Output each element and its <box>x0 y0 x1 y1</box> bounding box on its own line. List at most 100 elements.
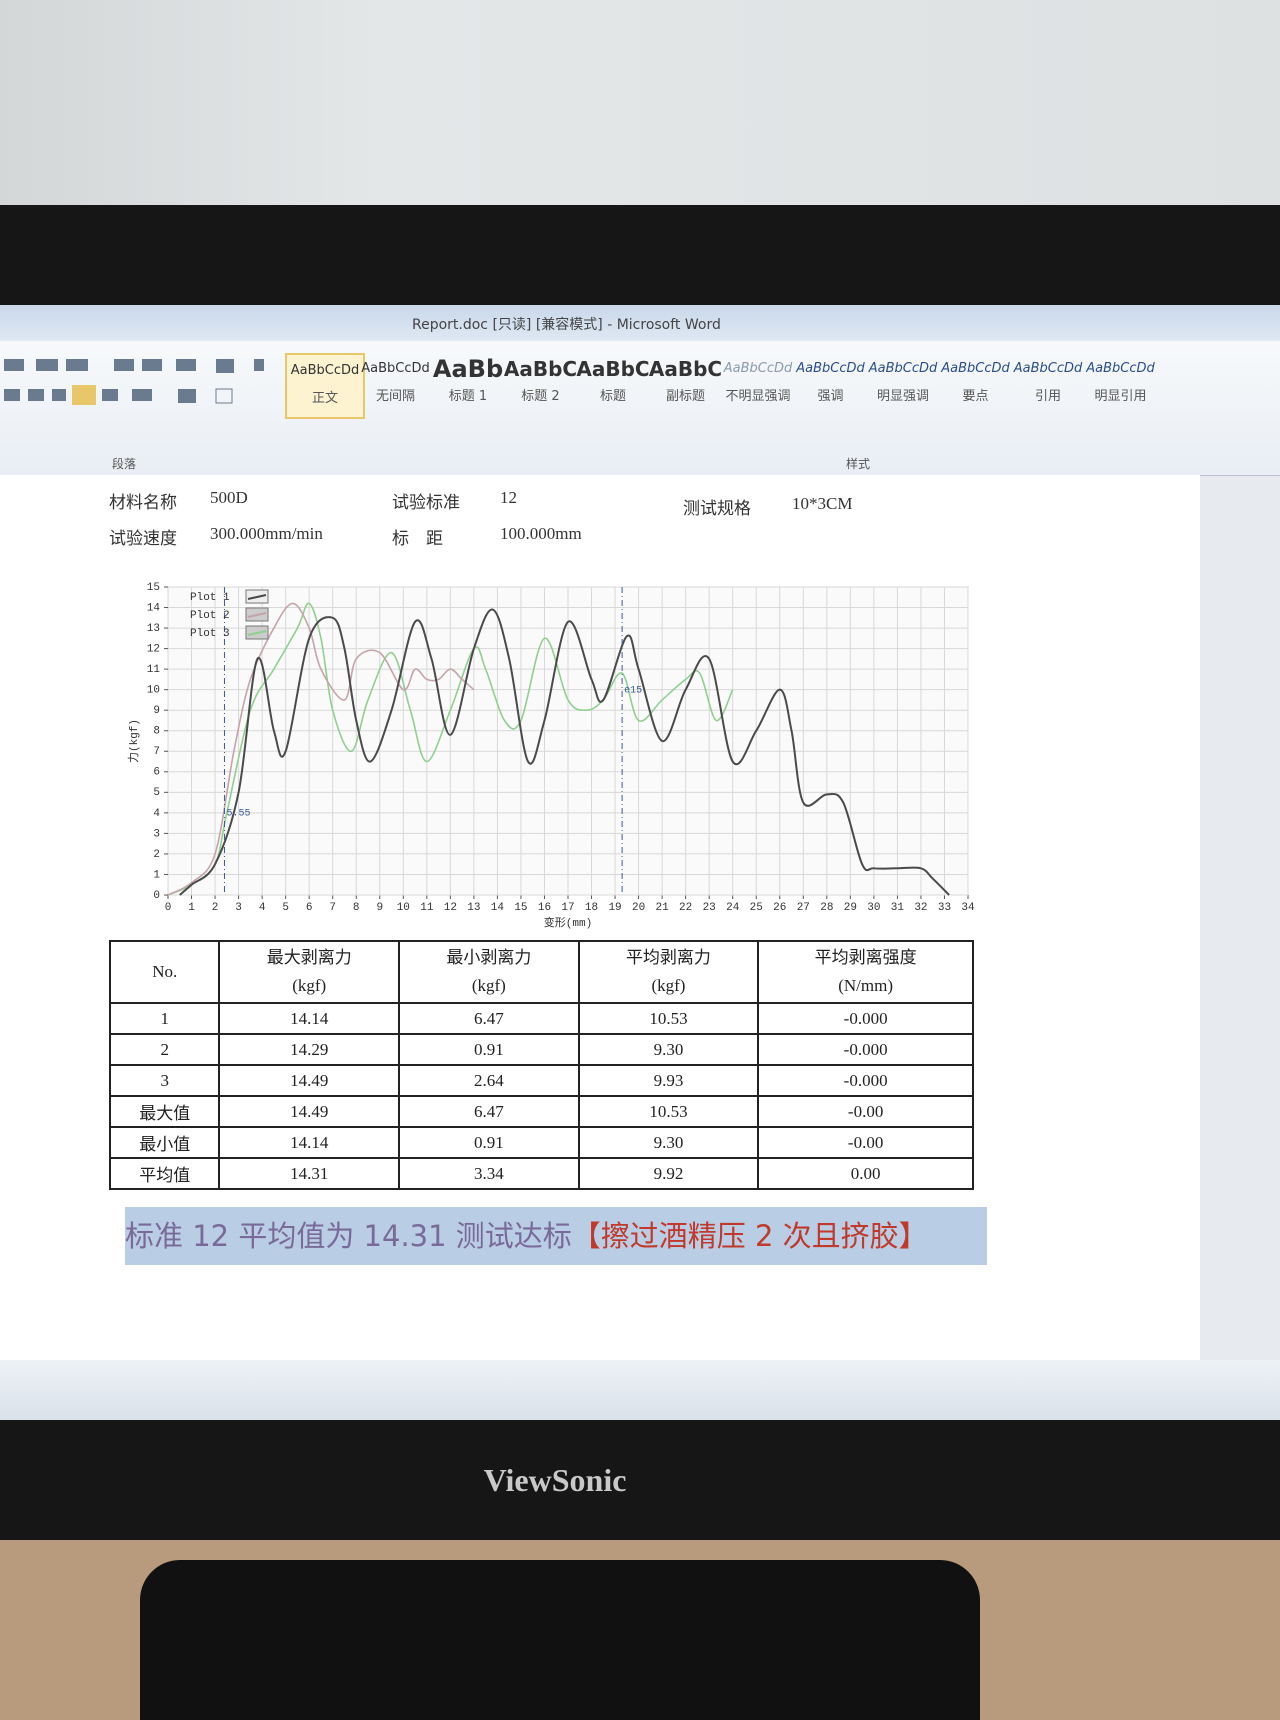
x-tick-label: 22 <box>679 902 692 914</box>
x-tick-label: 16 <box>538 902 551 914</box>
table-cell: 2.64 <box>398 1064 580 1097</box>
y-tick-label: 14 <box>147 602 161 614</box>
field-label: 测试规格 <box>683 499 751 518</box>
style-item[interactable]: AaBbC 标题 2 <box>503 353 579 415</box>
style-name: 无间隔 <box>375 389 415 404</box>
table-cell: 14.49 <box>218 1064 401 1097</box>
field-value: 100.000mm <box>500 524 582 543</box>
legend-label: Plot 3 <box>190 628 230 640</box>
x-tick-label: 31 <box>891 902 905 914</box>
table-cell: 最大值 <box>108 1095 221 1128</box>
style-sample: AaBbCcDd <box>868 361 938 376</box>
x-tick-label: 6 <box>306 902 313 914</box>
table-cell: 0.91 <box>398 1126 580 1159</box>
x-tick-label: 33 <box>938 902 951 914</box>
x-tick-label: 14 <box>491 902 505 914</box>
style-item[interactable]: AaBbCcDd 明显引用 <box>1083 353 1159 415</box>
data-line <box>179 608 950 896</box>
x-tick-label: 5 <box>282 902 289 914</box>
style-name: 不明显强调 <box>725 389 791 404</box>
table-cell: 3 <box>108 1064 221 1097</box>
header-cell: No. <box>108 940 221 1004</box>
conclusion: 标准 12 平均值为 14.31 测试达标【擦过酒精压 2 次且挤胶】 <box>125 1207 987 1265</box>
table-cell: 最小值 <box>108 1126 221 1159</box>
y-tick-label: 2 <box>153 849 160 861</box>
field-value: 10*3CM <box>792 494 853 513</box>
header-cell: 最大剥离力 (kgf) <box>218 940 401 1004</box>
y-tick-label: 4 <box>153 808 160 820</box>
y-tick-label: 12 <box>147 644 160 656</box>
field-value: 12 <box>500 488 517 507</box>
header-cell: 最小剥离力 (kgf) <box>398 940 580 1004</box>
style-sample: AaBb <box>432 355 504 383</box>
header-unit: (kgf) <box>651 976 686 995</box>
header-unit: (kgf) <box>471 976 506 995</box>
table-row: 平均值 14.31 3.34 9.92 0.00 <box>108 1157 974 1190</box>
table-row: 最小值 14.14 0.91 9.30 -0.00 <box>108 1126 974 1159</box>
style-item[interactable]: AaBbCcDd 引用 <box>1010 353 1086 415</box>
x-tick-label: 15 <box>514 902 527 914</box>
style-sample: AaBbCcDd <box>1013 361 1083 376</box>
x-tick-label: 19 <box>608 902 621 914</box>
x-tick-label: 17 <box>561 902 574 914</box>
x-tick-label: 4 <box>259 902 266 914</box>
table-cell: 14.31 <box>218 1157 401 1190</box>
conclusion-text: 标准 12 平均值为 14.31 测试达标 <box>125 1219 572 1253</box>
x-tick-label: 13 <box>467 902 480 914</box>
x-tick-label: 27 <box>797 902 810 914</box>
header-title: 平均剥离强度 <box>814 948 917 967</box>
wall <box>0 0 1280 215</box>
style-sample: AaBbC <box>648 357 723 381</box>
style-name: 要点 <box>962 389 989 404</box>
x-tick-label: 28 <box>820 902 833 914</box>
table-row: 3 14.49 2.64 9.93 -0.000 <box>108 1064 974 1097</box>
style-item[interactable]: AaBbCcDd 要点 <box>938 353 1014 415</box>
table-cell: -0.00 <box>757 1095 974 1128</box>
x-tick-label: 11 <box>420 902 434 914</box>
style-item[interactable]: AaBbCcDd 强调 <box>793 353 869 415</box>
table-cell: 10.53 <box>577 1002 760 1035</box>
y-tick-label: 7 <box>153 746 160 758</box>
style-name: 引用 <box>1034 389 1061 404</box>
table-cell: 2 <box>108 1033 221 1066</box>
group-label: 样式 <box>846 457 871 471</box>
style-item[interactable]: AaBbC 标题 <box>575 353 651 415</box>
y-tick-label: 0 <box>153 890 160 902</box>
table-cell: 0.91 <box>398 1033 580 1066</box>
y-tick-label: 3 <box>153 828 160 840</box>
style-item[interactable]: AaBb 标题 1 <box>430 353 506 415</box>
toolbar-icons[interactable] <box>4 359 264 405</box>
status-bar <box>0 1360 1280 1420</box>
style-sample: AaBbC <box>503 357 578 381</box>
table-cell: 9.30 <box>577 1126 760 1159</box>
style-item[interactable]: AaBbCcDd 无间隔 <box>358 353 434 415</box>
group-label: 段落 <box>112 457 137 471</box>
y-tick-label: 9 <box>153 705 160 717</box>
monitor-stand <box>140 1560 980 1720</box>
style-item[interactable]: AaBbCcDd 正文 <box>285 353 365 419</box>
x-tick-label: 0 <box>165 902 172 914</box>
cursor-label: 5.55 <box>226 809 250 820</box>
table-cell: -0.000 <box>757 1002 974 1035</box>
header-title: 最大剥离力 <box>266 948 352 967</box>
style-sample: AaBbCcDd <box>796 361 865 376</box>
y-tick-label: 13 <box>147 623 160 635</box>
table-cell: 14.29 <box>218 1033 401 1066</box>
table-cell: 0.00 <box>757 1157 974 1190</box>
style-name: 明显引用 <box>1094 389 1147 404</box>
x-tick-label: 34 <box>961 902 975 914</box>
style-name: 明显强调 <box>876 389 929 404</box>
style-name: 标题 <box>599 389 626 404</box>
table-cell: -0.000 <box>757 1033 974 1066</box>
field-value: 500D <box>210 488 248 507</box>
conclusion-note: 【擦过酒精压 2 次且挤胶】 <box>571 1219 928 1253</box>
field-label: 试验速度 <box>109 529 177 548</box>
field-label: 材料名称 <box>109 493 177 512</box>
style-item[interactable]: AaBbC 副标题 <box>648 353 724 415</box>
data-line <box>167 602 475 896</box>
x-tick-label: 21 <box>656 902 670 914</box>
style-item[interactable]: AaBbCcDd 明显强调 <box>865 353 941 415</box>
ribbon: AaBbCcDd 正文 AaBbCcDd 无间隔 AaBb 标题 1 AaBbC 标题 2 Aa… <box>0 341 1280 476</box>
style-item[interactable]: AaBbCcDd 不明显强调 <box>720 353 796 415</box>
y-tick-label: 1 <box>153 869 160 881</box>
